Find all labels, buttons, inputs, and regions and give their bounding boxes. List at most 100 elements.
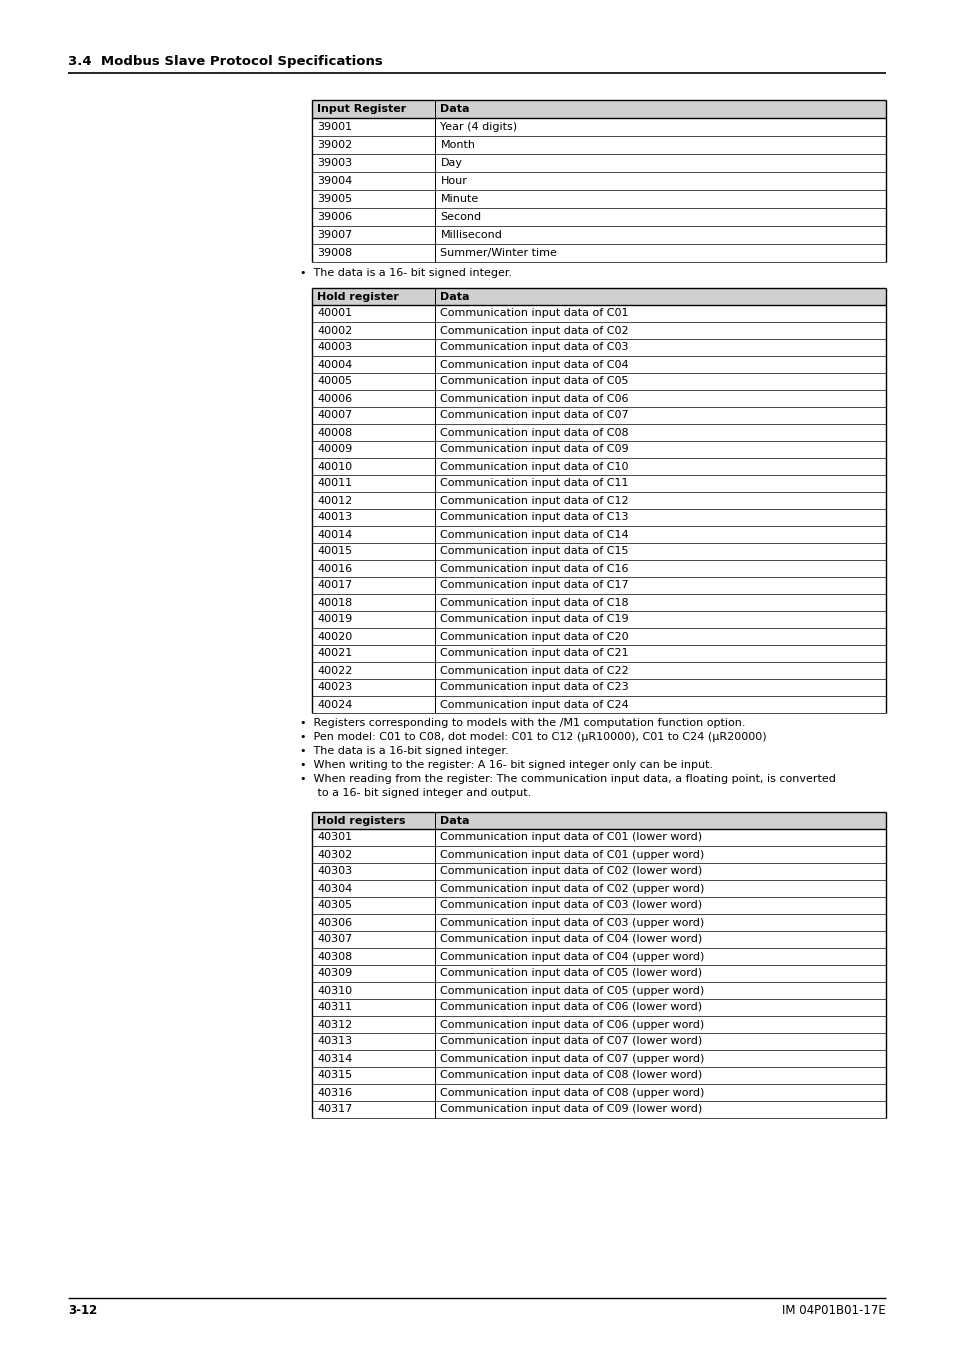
Text: 40312: 40312 (316, 1019, 352, 1030)
Text: 40020: 40020 (316, 632, 352, 641)
Text: 40001: 40001 (316, 309, 352, 319)
Text: Second: Second (440, 212, 481, 221)
Text: 40306: 40306 (316, 918, 352, 927)
Bar (312, 288, 885, 305)
Text: Data: Data (440, 815, 470, 825)
Text: 40023: 40023 (316, 683, 352, 693)
Text: Communication input data of C02: Communication input data of C02 (440, 325, 628, 336)
Text: Communication input data of C07 (upper word): Communication input data of C07 (upper w… (440, 1053, 704, 1064)
Text: Minute: Minute (440, 194, 478, 204)
Text: 40006: 40006 (316, 393, 352, 404)
Text: Communication input data of C12: Communication input data of C12 (440, 495, 628, 505)
Text: Summer/Winter time: Summer/Winter time (440, 248, 557, 258)
Text: 40017: 40017 (316, 580, 352, 590)
Text: •  Pen model: C01 to C08, dot model: C01 to C12 (μR10000), C01 to C24 (μR20000): • Pen model: C01 to C08, dot model: C01 … (299, 732, 766, 742)
Text: Communication input data of C03: Communication input data of C03 (440, 343, 628, 352)
Text: 40022: 40022 (316, 666, 352, 675)
Text: •  When writing to the register: A 16- bit signed integer only can be input.: • When writing to the register: A 16- bi… (299, 760, 713, 770)
Text: 40305: 40305 (316, 900, 352, 910)
Text: Millisecond: Millisecond (440, 230, 502, 240)
Text: Communication input data of C01 (lower word): Communication input data of C01 (lower w… (440, 833, 701, 842)
Text: 40004: 40004 (316, 359, 352, 370)
Text: 40317: 40317 (316, 1104, 352, 1115)
Text: 39004: 39004 (316, 176, 352, 186)
Text: to a 16- bit signed integer and output.: to a 16- bit signed integer and output. (299, 788, 531, 798)
Text: 39003: 39003 (316, 158, 352, 167)
Text: Communication input data of C03 (lower word): Communication input data of C03 (lower w… (440, 900, 701, 910)
Text: •  Registers corresponding to models with the /M1 computation function option.: • Registers corresponding to models with… (299, 718, 744, 728)
Text: 40010: 40010 (316, 462, 352, 471)
Text: Input Register: Input Register (316, 104, 406, 113)
Text: 40315: 40315 (316, 1071, 352, 1080)
Text: Communication input data of C06: Communication input data of C06 (440, 393, 628, 404)
Text: Communication input data of C04: Communication input data of C04 (440, 359, 628, 370)
Text: 39005: 39005 (316, 194, 352, 204)
Text: Communication input data of C08 (upper word): Communication input data of C08 (upper w… (440, 1088, 704, 1098)
Text: Communication input data of C09 (lower word): Communication input data of C09 (lower w… (440, 1104, 702, 1115)
Text: 40016: 40016 (316, 563, 352, 574)
Text: Year (4 digits): Year (4 digits) (440, 122, 517, 132)
Text: Communication input data of C09: Communication input data of C09 (440, 444, 628, 455)
Text: Communication input data of C18: Communication input data of C18 (440, 598, 628, 608)
Text: 40309: 40309 (316, 968, 352, 979)
Text: Communication input data of C21: Communication input data of C21 (440, 648, 628, 659)
Bar (312, 811, 885, 829)
Text: Day: Day (440, 158, 462, 167)
Text: 40003: 40003 (316, 343, 352, 352)
Text: 40313: 40313 (316, 1037, 352, 1046)
Text: Communication input data of C10: Communication input data of C10 (440, 462, 628, 471)
Text: Communication input data of C17: Communication input data of C17 (440, 580, 628, 590)
Text: 40012: 40012 (316, 495, 352, 505)
Text: 40002: 40002 (316, 325, 352, 336)
Text: Data: Data (440, 104, 470, 113)
Text: Communication input data of C11: Communication input data of C11 (440, 478, 628, 489)
Text: Communication input data of C06 (upper word): Communication input data of C06 (upper w… (440, 1019, 704, 1030)
Text: 40310: 40310 (316, 986, 352, 995)
Text: 40011: 40011 (316, 478, 352, 489)
Text: 39008: 39008 (316, 248, 352, 258)
Text: Communication input data of C02 (upper word): Communication input data of C02 (upper w… (440, 883, 704, 894)
Text: Communication input data of C05 (upper word): Communication input data of C05 (upper w… (440, 986, 704, 995)
Text: Communication input data of C08: Communication input data of C08 (440, 428, 628, 437)
Text: Communication input data of C02 (lower word): Communication input data of C02 (lower w… (440, 867, 702, 876)
Text: Communication input data of C20: Communication input data of C20 (440, 632, 628, 641)
Text: Communication input data of C01: Communication input data of C01 (440, 309, 628, 319)
Text: Communication input data of C23: Communication input data of C23 (440, 683, 628, 693)
Text: 40303: 40303 (316, 867, 352, 876)
Text: Communication input data of C01 (upper word): Communication input data of C01 (upper w… (440, 849, 704, 860)
Text: 40024: 40024 (316, 699, 352, 710)
Text: Communication input data of C07: Communication input data of C07 (440, 410, 628, 420)
Text: Communication input data of C16: Communication input data of C16 (440, 563, 628, 574)
Text: Communication input data of C07 (lower word): Communication input data of C07 (lower w… (440, 1037, 702, 1046)
Text: Communication input data of C08 (lower word): Communication input data of C08 (lower w… (440, 1071, 702, 1080)
Text: •  The data is a 16- bit signed integer.: • The data is a 16- bit signed integer. (299, 269, 512, 278)
Text: 40018: 40018 (316, 598, 352, 608)
Text: 40015: 40015 (316, 547, 352, 556)
Text: Communication input data of C19: Communication input data of C19 (440, 614, 628, 625)
Text: Communication input data of C22: Communication input data of C22 (440, 666, 628, 675)
Text: 39002: 39002 (316, 140, 352, 150)
Text: 40316: 40316 (316, 1088, 352, 1098)
Text: 40007: 40007 (316, 410, 352, 420)
Text: 40009: 40009 (316, 444, 352, 455)
Text: Communication input data of C03 (upper word): Communication input data of C03 (upper w… (440, 918, 704, 927)
Text: Hold register: Hold register (316, 292, 398, 301)
Text: Communication input data of C04 (upper word): Communication input data of C04 (upper w… (440, 952, 704, 961)
Text: 40301: 40301 (316, 833, 352, 842)
Text: Data: Data (440, 292, 470, 301)
Text: 40314: 40314 (316, 1053, 352, 1064)
Text: •  The data is a 16-bit signed integer.: • The data is a 16-bit signed integer. (299, 747, 508, 756)
Text: 39007: 39007 (316, 230, 352, 240)
Text: Communication input data of C05 (lower word): Communication input data of C05 (lower w… (440, 968, 701, 979)
Text: 40013: 40013 (316, 513, 352, 522)
Text: Communication input data of C04 (lower word): Communication input data of C04 (lower w… (440, 934, 702, 945)
Text: 40311: 40311 (316, 1003, 352, 1012)
Text: 40302: 40302 (316, 849, 352, 860)
Text: 40307: 40307 (316, 934, 352, 945)
Text: 40005: 40005 (316, 377, 352, 386)
Text: 3.4  Modbus Slave Protocol Specifications: 3.4 Modbus Slave Protocol Specifications (68, 55, 382, 68)
Text: 39001: 39001 (316, 122, 352, 132)
Text: Communication input data of C15: Communication input data of C15 (440, 547, 628, 556)
Text: 3-12: 3-12 (68, 1304, 97, 1318)
Text: Communication input data of C14: Communication input data of C14 (440, 529, 628, 540)
